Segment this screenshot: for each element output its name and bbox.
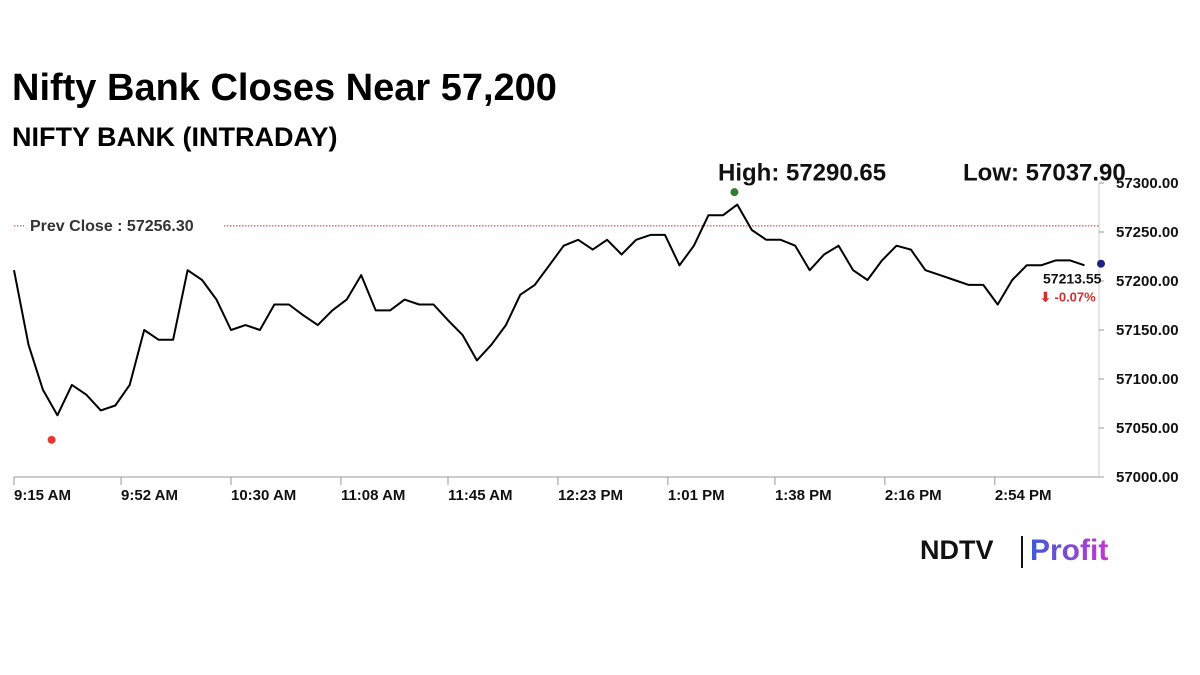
x-tick-label: 12:23 PM — [558, 487, 623, 504]
x-tick-label: 9:52 AM — [121, 487, 178, 504]
prev-close-bg — [24, 215, 224, 236]
price-line — [13, 203, 1085, 417]
y-tick-label: 57050.00 — [1116, 420, 1179, 437]
x-tick-label: 2:16 PM — [885, 487, 942, 504]
y-tick-label: 57150.00 — [1116, 322, 1179, 339]
prev-close-label: Prev Close : 57256.30 — [30, 218, 194, 235]
x-tick-label: 10:30 AM — [231, 487, 296, 504]
y-tick-label: 57000.00 — [1116, 469, 1179, 486]
y-tick-label: 57250.00 — [1116, 224, 1179, 241]
chart-title: Nifty Bank Closes Near 57,200 — [12, 67, 557, 109]
x-tick-label: 2:54 PM — [995, 487, 1052, 504]
x-tick-label: 11:08 AM — [341, 487, 405, 504]
high-marker — [730, 188, 739, 197]
chart-subtitle: NIFTY BANK (INTRADAY) — [12, 122, 338, 152]
brand-left: NDTV — [920, 535, 994, 565]
y-tick-label: 57200.00 — [1116, 273, 1179, 290]
low-label: Low: 57037.90 — [963, 159, 1126, 186]
y-tick-label: 57100.00 — [1116, 371, 1179, 388]
x-tick-label: 1:01 PM — [668, 487, 725, 504]
change-label: ⬇ -0.07% — [1040, 289, 1096, 304]
last-label: 57213.55 — [1043, 271, 1102, 287]
last-marker — [1097, 259, 1105, 268]
high-label: High: 57290.65 — [718, 159, 886, 186]
x-tick-label: 11:45 AM — [448, 487, 512, 504]
x-tick-label: 1:38 PM — [775, 487, 832, 504]
low-marker — [47, 435, 56, 444]
x-tick-label: 9:15 AM — [14, 487, 71, 504]
y-tick-label: 57300.00 — [1116, 175, 1179, 192]
brand-right: Profit — [1030, 534, 1108, 567]
